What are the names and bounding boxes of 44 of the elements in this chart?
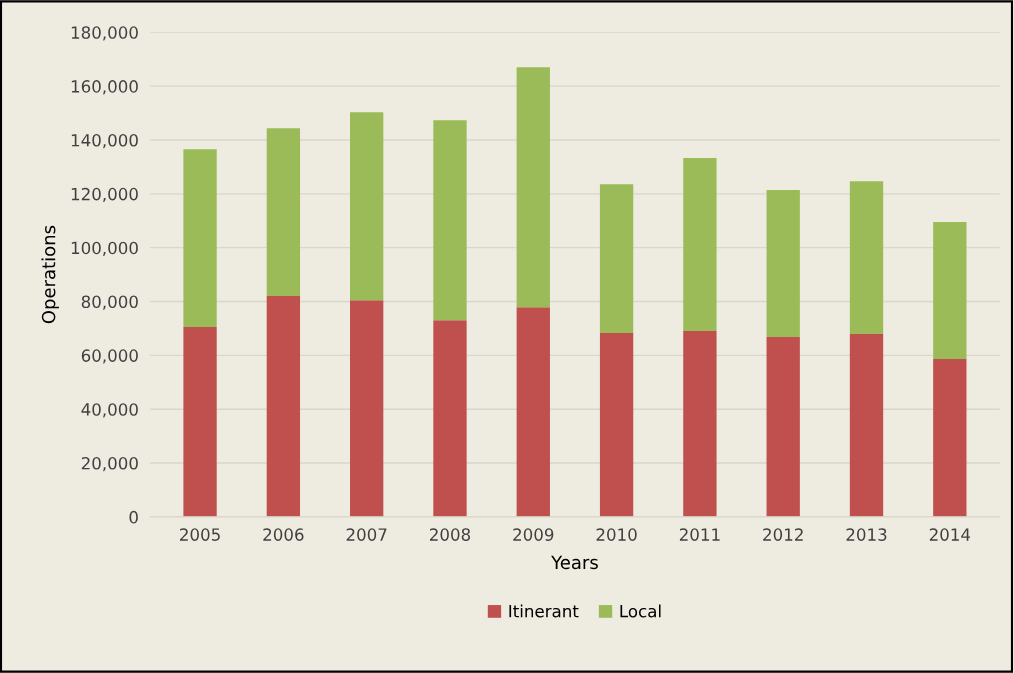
bar [516, 307, 550, 517]
legend-label: Local [620, 604, 661, 618]
bar [266, 296, 301, 517]
y-tick-label: 80,000 [81, 295, 138, 310]
y-tick-label: 120,000 [71, 187, 138, 203]
legend-label: Itinerant [509, 604, 579, 618]
x-tick-label: 2008 [429, 528, 471, 541]
y-tick-label: 140,000 [71, 133, 138, 149]
bar [766, 190, 800, 338]
y-axis-title: Operations [41, 225, 59, 324]
bar [350, 300, 384, 517]
x-tick-label: 2006 [263, 528, 304, 541]
bar [183, 149, 217, 328]
bar [933, 359, 967, 517]
bar [266, 128, 301, 297]
x-axis-title: Years [551, 555, 598, 570]
bar [933, 222, 967, 360]
y-tick-label: 20,000 [81, 456, 138, 472]
x-tick-label: 2007 [346, 528, 387, 541]
bar [849, 334, 884, 517]
y-tick-label: 180,000 [71, 26, 138, 41]
bar [599, 333, 634, 517]
bar [683, 331, 717, 517]
x-tick-label: 2014 [929, 528, 971, 541]
y-tick-label: 160,000 [71, 80, 138, 95]
x-tick-label: 2005 [180, 528, 220, 541]
bar [766, 337, 800, 517]
y-tick-label: 0 [129, 510, 138, 524]
bar [599, 184, 634, 333]
bar [433, 120, 467, 321]
bar [683, 158, 717, 332]
bar [516, 67, 550, 308]
x-tick-label: 2009 [513, 528, 554, 541]
x-tick-label: 2013 [846, 528, 887, 541]
bar [350, 112, 384, 301]
x-tick-label: 2011 [679, 528, 720, 541]
bar [183, 327, 217, 517]
x-tick-label: 2012 [763, 528, 803, 541]
y-tick-label: 100,000 [71, 241, 138, 256]
bar [433, 320, 467, 517]
x-tick-label: 2010 [596, 528, 637, 541]
y-tick-label: 60,000 [81, 349, 138, 364]
bar [849, 181, 884, 335]
y-tick-label: 40,000 [81, 403, 138, 418]
